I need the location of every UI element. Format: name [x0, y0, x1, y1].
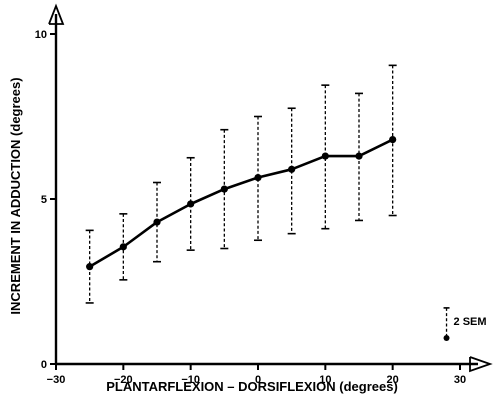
x-axis-arrow — [469, 356, 493, 373]
x-tick-label: −30 — [47, 374, 66, 386]
x-tick-label: 0 — [255, 374, 261, 386]
data-point — [288, 165, 296, 173]
data-point — [119, 243, 127, 251]
x-tick-label: −10 — [181, 374, 200, 386]
y-ticks: 0 5 10 — [35, 29, 56, 371]
data-point — [321, 152, 329, 160]
x-tick-label: 20 — [387, 374, 399, 386]
x-tick-label: 10 — [319, 374, 331, 386]
y-axis — [48, 3, 65, 364]
data-points — [86, 136, 397, 271]
data-point — [254, 173, 262, 182]
y-axis-arrow — [48, 3, 65, 25]
x-tick-label: −20 — [114, 374, 133, 386]
data-point — [220, 185, 228, 193]
series-line — [89, 138, 394, 268]
x-axis-label: PLANTARFLEXION – DORSIFLEXION (degrees) — [106, 379, 398, 394]
x-tick-label: 30 — [454, 374, 466, 386]
data-point — [389, 136, 397, 144]
data-point — [355, 152, 363, 160]
sem-legend: 2 SEM — [443, 307, 487, 341]
sem-dot — [443, 334, 450, 341]
data-point — [153, 218, 161, 226]
data-point — [187, 200, 195, 208]
y-axis-label: INCREMENT IN ADDUCTION (degrees) — [8, 77, 23, 314]
y-tick-label: 0 — [41, 359, 47, 371]
sem-label: 2 SEM — [454, 316, 487, 328]
data-point — [86, 263, 94, 271]
y-tick-label: 10 — [35, 29, 47, 41]
y-tick-label: 5 — [41, 194, 47, 206]
x-ticks: −30 −20 −10 0 10 20 30 — [47, 364, 466, 386]
x-axis — [56, 356, 493, 373]
